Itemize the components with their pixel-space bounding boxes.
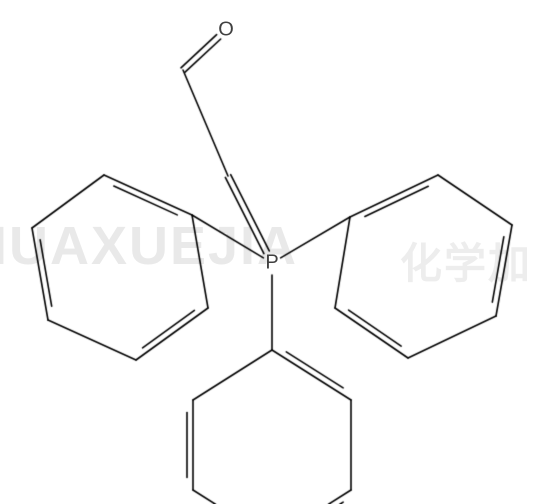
atom-label-oxygen: O — [218, 19, 234, 42]
atom-label-phosphorus: P — [265, 252, 278, 275]
